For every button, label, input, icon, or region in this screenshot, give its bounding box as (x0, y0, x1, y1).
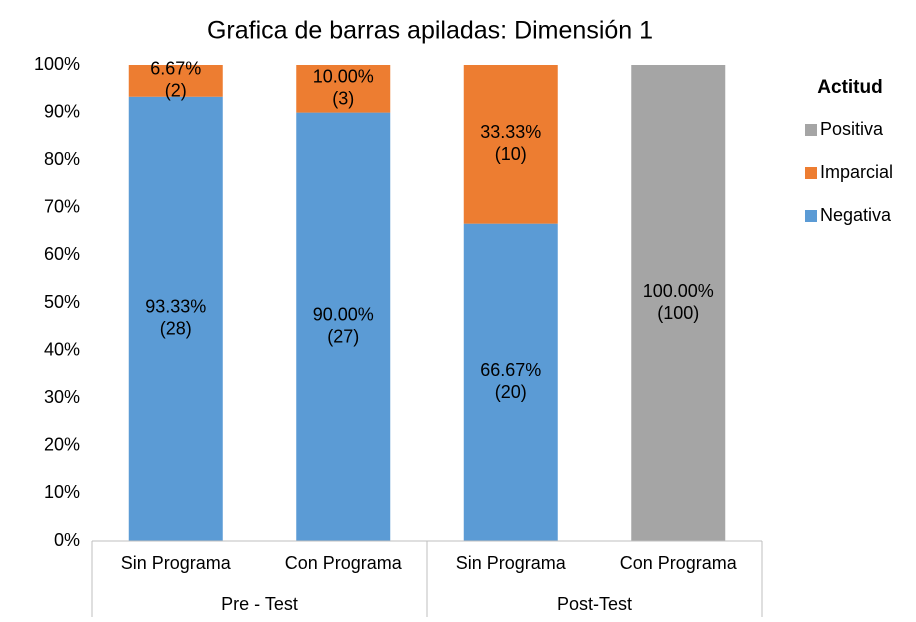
count-label: (2) (165, 81, 187, 101)
y-tick-label: 60% (44, 244, 80, 264)
count-label: (100) (657, 303, 699, 323)
bar-segment (128, 96, 223, 541)
legend-swatch (805, 124, 817, 136)
bar-segment (631, 65, 726, 541)
bar-segment (128, 65, 223, 97)
legend-title: Actitud (817, 77, 882, 98)
data-label: 33.33% (480, 122, 541, 142)
legend-label: Positiva (820, 119, 884, 139)
x-tick-label: Sin Programa (456, 553, 567, 573)
bar-segment (296, 65, 391, 113)
bar-segment (463, 65, 558, 224)
count-label: (28) (160, 319, 192, 339)
data-label: 66.67% (480, 360, 541, 380)
y-tick-label: 40% (44, 339, 80, 359)
y-tick-label: 50% (44, 292, 80, 312)
data-label: 6.67% (150, 59, 201, 79)
x-tick-label: Sin Programa (121, 553, 232, 573)
data-label: 100.00% (643, 281, 714, 301)
x-tick-label: Con Programa (620, 553, 738, 573)
data-label: 10.00% (313, 67, 374, 87)
count-label: (27) (327, 327, 359, 347)
y-tick-label: 100% (34, 54, 80, 74)
y-tick-label: 30% (44, 387, 80, 407)
legend-swatch (805, 167, 817, 179)
group-label: Pre - Test (221, 594, 298, 614)
data-label: 90.00% (313, 305, 374, 325)
legend-label: Negativa (820, 205, 892, 225)
y-tick-label: 90% (44, 101, 80, 121)
count-label: (20) (495, 382, 527, 402)
y-tick-label: 0% (54, 530, 80, 550)
y-tick-label: 10% (44, 482, 80, 502)
y-tick-label: 20% (44, 435, 80, 455)
legend-label: Imparcial (820, 162, 893, 182)
y-tick-label: 80% (44, 149, 80, 169)
group-label: Post-Test (557, 594, 632, 614)
x-tick-label: Con Programa (285, 553, 403, 573)
count-label: (10) (495, 144, 527, 164)
bar-segment (463, 223, 558, 541)
data-label: 93.33% (145, 297, 206, 317)
legend-swatch (805, 210, 817, 222)
count-label: (3) (332, 89, 354, 109)
bar-segment (296, 112, 391, 541)
y-tick-label: 70% (44, 197, 80, 217)
chart-title: Grafica de barras apiladas: Dimensión 1 (207, 17, 653, 45)
